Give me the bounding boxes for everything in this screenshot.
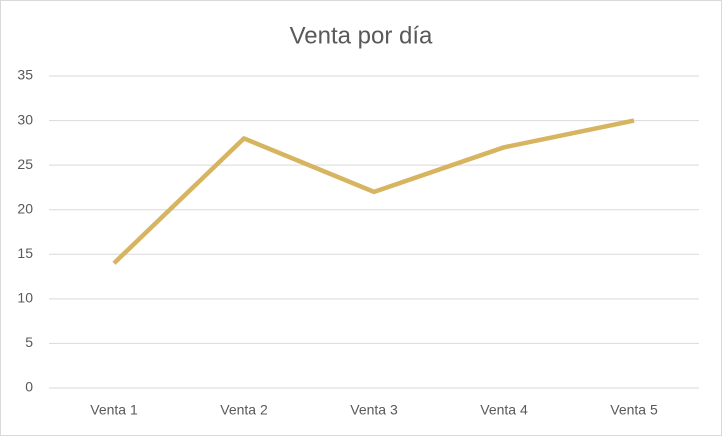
y-tick-label: 30 — [17, 111, 33, 127]
x-tick-label: Venta 1 — [90, 402, 138, 418]
y-tick-label: 10 — [17, 290, 33, 306]
y-tick-label: 25 — [17, 156, 33, 172]
y-tick-label: 35 — [17, 67, 33, 83]
y-tick-label: 5 — [25, 334, 33, 350]
x-tick-label: Venta 2 — [220, 402, 268, 418]
data-line — [112, 118, 635, 265]
x-tick-label: Venta 3 — [350, 402, 398, 418]
chart-title: Venta por día — [290, 22, 433, 49]
x-tick-label: Venta 4 — [480, 402, 528, 418]
y-tick-label: 15 — [17, 245, 33, 261]
x-tick-label: Venta 5 — [610, 402, 658, 418]
y-tick-label: 20 — [17, 200, 33, 216]
y-tick-label: 0 — [25, 379, 33, 395]
